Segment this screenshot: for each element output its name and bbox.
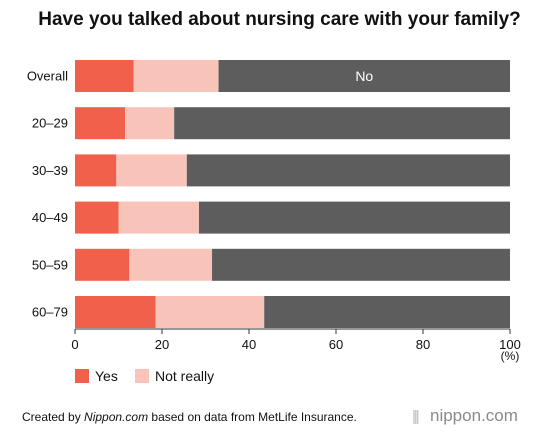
x-tick-label-80: 80 <box>416 337 430 352</box>
brand-name: nippon.com <box>430 406 518 425</box>
bar-no-40-49 <box>198 201 510 234</box>
chart-title: Have you talked about nursing care with … <box>38 9 521 30</box>
footer-suffix: based on data from MetLife Insurance. <box>148 410 357 424</box>
category-label-40-49: 40–49 <box>32 210 68 225</box>
x-axis-unit: (%) <box>501 349 520 363</box>
bar-not-really-overall <box>133 60 219 92</box>
bar-inline-label: No <box>355 68 373 84</box>
bar-not-really-40-49 <box>118 201 199 234</box>
legend-label-yes: Yes <box>95 368 118 384</box>
bar-no-50-59 <box>212 248 510 281</box>
category-label-50-59: 50–59 <box>32 257 68 272</box>
x-tick-label-40: 40 <box>242 337 256 352</box>
category-label-30-39: 30–39 <box>32 163 68 178</box>
category-label-overall: Overall <box>27 69 68 84</box>
bar-yes-20-29 <box>75 107 126 140</box>
category-label-20-29: 20–29 <box>32 116 68 131</box>
brand-mark-icon: ||| <box>412 408 419 425</box>
bar-not-really-20-29 <box>125 107 175 140</box>
legend-swatch-yes <box>75 369 89 383</box>
bar-not-really-50-59 <box>129 248 213 281</box>
bar-not-really-60-79 <box>155 296 265 328</box>
brand-logo: ||| nippon.com <box>412 406 518 425</box>
footer-credit: Created by Nippon.com based on data from… <box>22 410 357 424</box>
x-tick-label-20: 20 <box>155 337 169 352</box>
category-label-60-79: 60–79 <box>32 305 68 320</box>
legend: Yes Not really <box>75 368 214 384</box>
bar-no-overall <box>218 60 511 92</box>
bar-yes-60-79 <box>75 296 156 328</box>
x-tick-label-100: 100 <box>499 337 521 352</box>
legend-swatch-not-really <box>135 369 149 383</box>
category-labels: Overall 20–29 30–39 40–49 50–59 60–79 <box>27 69 68 320</box>
bar-not-really-30-39 <box>116 154 187 187</box>
bar-yes-50-59 <box>75 248 130 281</box>
bars-group: No <box>75 60 511 328</box>
bar-yes-30-39 <box>75 154 117 187</box>
bar-yes-40-49 <box>75 201 119 234</box>
bar-no-20-29 <box>174 107 510 140</box>
footer-source: Nippon.com <box>84 410 148 424</box>
x-tick-label-60: 60 <box>329 337 343 352</box>
bar-no-60-79 <box>264 296 510 328</box>
bar-yes-overall <box>75 60 134 92</box>
x-axis: 0 20 40 60 80 100 <box>71 328 521 352</box>
footer-prefix: Created by <box>22 410 84 424</box>
bar-no-30-39 <box>186 154 511 187</box>
x-tick-label-0: 0 <box>71 337 78 352</box>
legend-label-not-really: Not really <box>155 368 214 384</box>
